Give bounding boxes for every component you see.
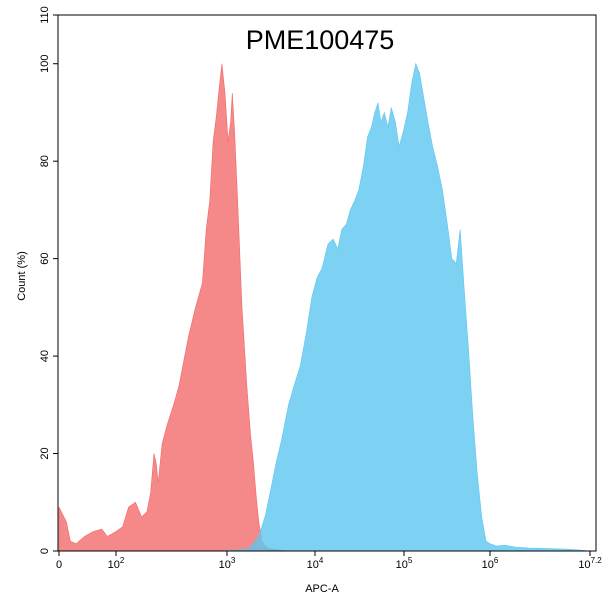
- chart-title: PME100475: [246, 25, 395, 55]
- y-tick-label: 80: [39, 155, 51, 167]
- x-tick-label: 105: [396, 556, 413, 571]
- axes-layer: 0 20 40 60 80 100 110 0 102 103 104 105 106 107.2: [39, 6, 602, 571]
- y-tick-label: 20: [39, 447, 51, 459]
- x-tick-label: 103: [219, 556, 236, 571]
- x-tick-label: 0: [56, 559, 62, 571]
- plot-frame: [57, 14, 597, 552]
- y-tick-label: 100: [39, 55, 51, 73]
- y-axis-label: Count (%): [16, 251, 28, 301]
- series-layer: [58, 62, 590, 552]
- histogram-series-1: [58, 63, 296, 552]
- x-axis-label: APC-A: [305, 583, 339, 595]
- x-tick-label: 107.2: [578, 556, 602, 571]
- y-tick-label: 0: [39, 548, 51, 554]
- x-tick-label: 102: [108, 556, 125, 571]
- y-tick-label: 60: [39, 253, 51, 265]
- x-tick-label: 106: [482, 556, 499, 571]
- y-tick-label: 110: [39, 6, 51, 24]
- histogram-series-2: [216, 62, 590, 552]
- x-tick-label: 104: [307, 556, 324, 571]
- y-tick-label: 40: [39, 350, 51, 362]
